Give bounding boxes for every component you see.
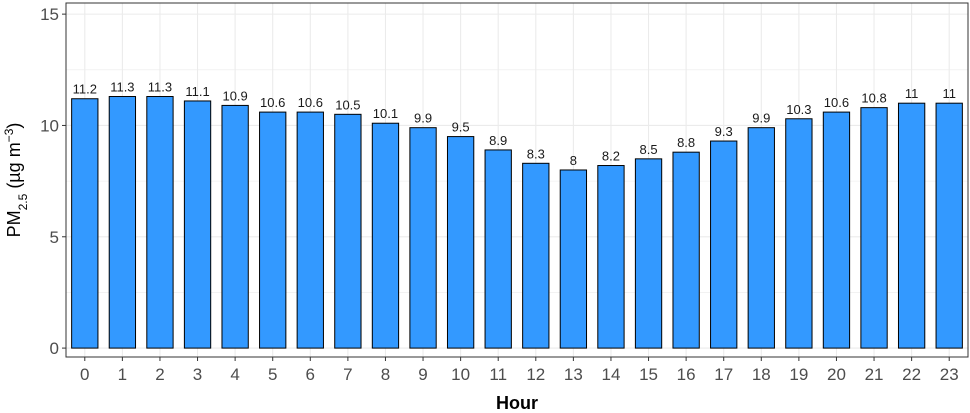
x-tick-label: 9 — [418, 365, 427, 384]
y-tick-label: 10 — [40, 116, 59, 135]
bar — [484, 149, 512, 349]
x-tick-label: 23 — [940, 365, 959, 384]
data-label: 11.3 — [110, 80, 134, 95]
y-axis: 0 5 10 15 — [40, 5, 66, 358]
data-label: 9.9 — [414, 111, 432, 126]
x-tick-label: 6 — [306, 365, 315, 384]
bar — [634, 158, 663, 349]
x-tick-label: 15 — [639, 365, 658, 384]
data-label: 10.8 — [861, 91, 886, 106]
data-label: 9.3 — [715, 124, 733, 139]
bar — [71, 98, 99, 349]
data-labels: 11.2 11.3 11.3 11.1 10.9 10.6 10.6 10.5 10.1 9.9 9… — [73, 80, 956, 168]
x-tick-label: 17 — [714, 365, 733, 384]
y-tick-label: 0 — [50, 339, 59, 358]
y-axis-title-unit: (µg m — [4, 142, 24, 193]
bar — [747, 127, 775, 349]
bar — [334, 113, 362, 349]
data-label: 10.3 — [786, 102, 811, 117]
x-tick-label: 0 — [80, 365, 89, 384]
bar — [785, 118, 813, 349]
data-label: 9.9 — [752, 111, 770, 126]
bar — [672, 151, 700, 349]
data-label: 10.6 — [298, 95, 323, 110]
bar — [522, 162, 550, 349]
bar — [108, 96, 137, 349]
y-axis-title-superscript: −3 — [2, 128, 16, 142]
x-tick-label: 21 — [865, 365, 884, 384]
bar — [710, 140, 738, 349]
x-axis: 0 1 2 3 4 5 6 7 8 9 10 11 12 13 14 15 16 17 18 19 20 21 22 23 — [80, 357, 959, 384]
x-tick-label: 22 — [902, 365, 921, 384]
plot-panel-border — [65, 2, 969, 358]
x-axis-title: Hour — [496, 393, 538, 413]
data-label: 10.1 — [373, 106, 398, 121]
data-label: 10.6 — [824, 95, 849, 110]
bar — [146, 96, 174, 349]
data-label: 8.3 — [527, 146, 545, 161]
x-tick-label: 14 — [601, 365, 620, 384]
bar — [221, 104, 249, 349]
bar — [860, 107, 888, 349]
y-axis-title-base: PM — [4, 210, 24, 237]
data-label: 11.3 — [148, 80, 172, 95]
x-tick-label: 2 — [155, 365, 164, 384]
x-tick-label: 20 — [827, 365, 846, 384]
y-axis-title: PM2.5 (µg m−3) — [2, 123, 30, 238]
data-label: 8.9 — [489, 133, 507, 148]
bar — [371, 122, 400, 349]
bar — [296, 111, 324, 349]
bar — [559, 169, 588, 349]
data-label: 8.5 — [640, 142, 658, 157]
x-tick-label: 13 — [564, 365, 583, 384]
x-tick-label: 11 — [489, 365, 507, 384]
x-tick-label: 10 — [451, 365, 470, 384]
x-tick-label: 8 — [381, 365, 390, 384]
data-label: 8 — [570, 153, 577, 168]
data-label: 10.9 — [222, 88, 247, 103]
data-label: 9.5 — [452, 120, 470, 135]
bar — [597, 165, 625, 349]
data-label: 11.2 — [73, 82, 97, 97]
data-label: 11.1 — [185, 84, 209, 99]
x-tick-label: 1 — [118, 365, 127, 384]
x-tick-label: 3 — [193, 365, 202, 384]
bar — [409, 127, 437, 349]
data-label: 10.6 — [260, 95, 285, 110]
bar — [446, 136, 475, 349]
data-label: 8.8 — [677, 135, 695, 150]
y-tick-label: 15 — [40, 5, 59, 24]
bar — [897, 102, 926, 349]
x-tick-label: 4 — [230, 365, 239, 384]
x-tick-label: 19 — [789, 365, 808, 384]
data-label: 11 — [905, 86, 919, 101]
y-axis-title-end: ) — [4, 123, 24, 129]
bar — [822, 111, 851, 349]
bar — [935, 102, 963, 349]
x-tick-label: 18 — [752, 365, 771, 384]
x-tick-label: 16 — [677, 365, 696, 384]
x-tick-label: 12 — [526, 365, 545, 384]
bars — [71, 96, 963, 349]
y-axis-title-subscript: 2.5 — [16, 193, 30, 210]
data-label: 10.5 — [335, 97, 360, 112]
x-tick-label: 5 — [268, 365, 277, 384]
y-tick-label: 5 — [50, 228, 59, 247]
bar — [259, 111, 287, 349]
data-label: 8.2 — [602, 149, 620, 164]
data-label: 11 — [942, 86, 956, 101]
x-tick-label: 7 — [343, 365, 352, 384]
bar — [183, 100, 212, 349]
